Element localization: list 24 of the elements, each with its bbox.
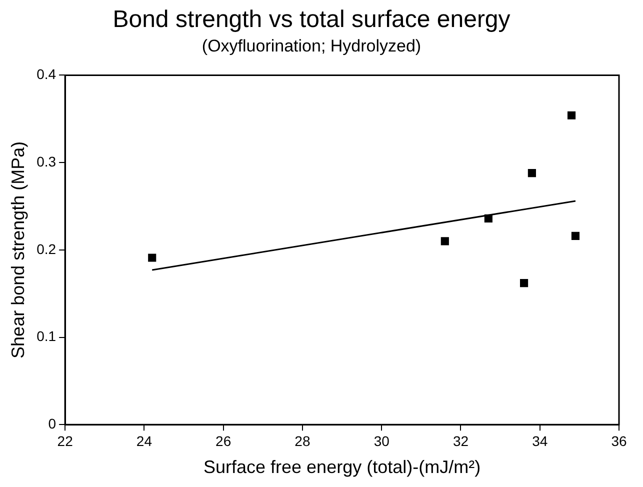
point [484, 214, 492, 222]
point [567, 111, 576, 120]
point [148, 254, 156, 262]
x-tick-label: 36 [611, 432, 627, 449]
point [571, 232, 580, 240]
y-tick-label: 0.3 [36, 153, 56, 170]
y-tick-label: 0.4 [36, 66, 56, 82]
x-tick-label: 34 [532, 432, 548, 449]
chart-subtitle: (Oxyfluorination; Hydrolyzed) [202, 36, 422, 56]
x-tick-label: 24 [136, 432, 152, 449]
point [440, 237, 449, 246]
x-tick-label: 26 [216, 432, 232, 449]
point [528, 168, 536, 178]
x-axis-title: Surface free energy (total)-(mJ/m²) [203, 457, 481, 478]
x-tick-label: 22 [57, 432, 74, 449]
y-tick-label: 0 [48, 415, 56, 432]
x-tick-label: 28 [294, 432, 310, 449]
point [520, 279, 528, 288]
x-tick-label: 30 [374, 432, 390, 449]
y-tick-label: 0.2 [36, 240, 56, 257]
y-axis-title: Shear bond strength (MPa) [8, 141, 28, 358]
x-tick-label: 32 [452, 432, 469, 449]
chart-title: Bond strength vs total surface energy [112, 6, 510, 34]
y-tick-label: 0.1 [36, 328, 56, 344]
